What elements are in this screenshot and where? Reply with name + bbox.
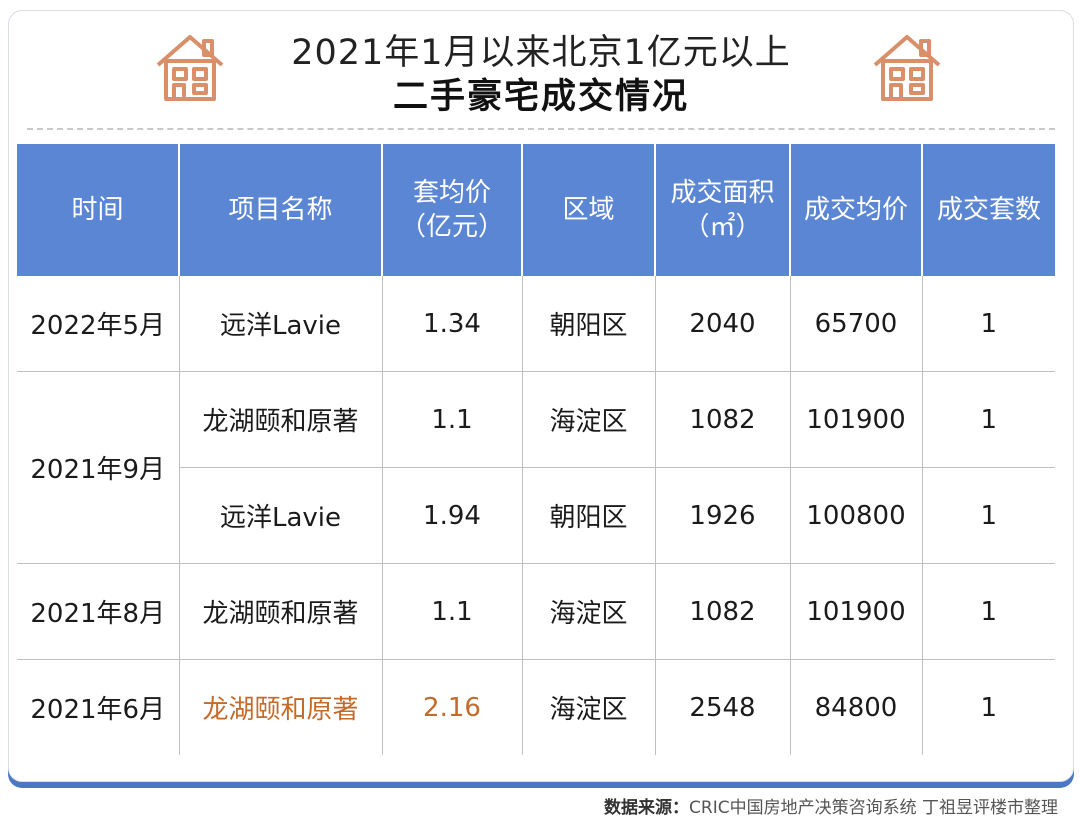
table-row: 2021年6月 龙湖颐和原著 2.16 海淀区 2548 84800 1 xyxy=(17,659,1055,755)
cell-avg-price: 1.1 xyxy=(382,371,523,468)
table-row: 远洋Lavie 1.94 朝阳区 1926 100800 1 xyxy=(17,467,1055,564)
cell-count: 1 xyxy=(922,467,1055,564)
cell-time: 2022年5月 xyxy=(17,276,180,372)
cell-project: 远洋Lavie xyxy=(179,276,383,372)
cell-district: 海淀区 xyxy=(522,371,656,468)
cell-project: 远洋Lavie xyxy=(179,467,383,564)
cell-count: 1 xyxy=(922,276,1055,372)
header-area: 成交面积 （㎡） xyxy=(655,144,791,276)
cell-unit-price: 101900 xyxy=(790,563,923,660)
cell-avg-price: 1.34 xyxy=(382,276,523,372)
cell-unit-price: 101900 xyxy=(790,371,923,468)
cell-area: 1926 xyxy=(655,467,791,564)
title-line-1: 2021年1月以来北京1亿元以上 xyxy=(291,33,791,73)
header-unit-price: 成交均价 xyxy=(790,144,923,276)
cell-area: 1082 xyxy=(655,563,791,660)
cell-area: 2040 xyxy=(655,276,791,372)
table-row: 2021年8月 龙湖颐和原著 1.1 海淀区 1082 101900 1 xyxy=(17,563,1055,660)
source-label: 数据来源： xyxy=(604,798,690,818)
cell-avg-price: 1.94 xyxy=(382,467,523,564)
cell-area: 2548 xyxy=(655,659,791,755)
cell-district: 海淀区 xyxy=(522,659,656,755)
cell-time: 2021年8月 xyxy=(17,563,180,660)
house-icon xyxy=(156,35,224,101)
transactions-table: 时间 项目名称 套均价 （亿元） 区域 成交面积 （㎡） 成交均价 成交套数 202… xyxy=(17,144,1055,755)
cell-time: 2021年6月 xyxy=(17,659,180,755)
cell-time: 2021年9月 xyxy=(17,371,180,564)
cell-district: 朝阳区 xyxy=(522,467,656,564)
source-text: CRIC中国房地产决策咨询系统 丁祖昱评楼市整理 xyxy=(689,798,1058,818)
title-block: 2021年1月以来北京1亿元以上 二手豪宅成交情况 xyxy=(9,21,1073,121)
header-district: 区域 xyxy=(522,144,656,276)
cell-count: 1 xyxy=(980,692,998,723)
cell-count: 1 xyxy=(922,563,1055,660)
divider xyxy=(27,128,1055,130)
cell-unit-price: 84800 xyxy=(790,659,923,755)
house-icon xyxy=(873,35,941,101)
header-time: 时间 xyxy=(17,144,180,276)
table-header-row: 时间 项目名称 套均价 （亿元） 区域 成交面积 （㎡） 成交均价 成交套数 xyxy=(17,144,1055,276)
cell-district: 朝阳区 xyxy=(522,276,656,372)
cell-count: 1 xyxy=(922,371,1055,468)
title-line-2: 二手豪宅成交情况 xyxy=(392,77,689,117)
cell-district: 海淀区 xyxy=(522,563,656,660)
header-project: 项目名称 xyxy=(179,144,383,276)
infographic-card: 2021年1月以来北京1亿元以上 二手豪宅成交情况 时间 项目名称 套均价 （亿元… xyxy=(8,10,1074,782)
header-count: 成交套数 xyxy=(922,144,1055,276)
cell-avg-price-highlighted: 2.16 xyxy=(382,659,523,755)
data-source-note: 数据来源：CRIC中国房地产决策咨询系统 丁祖昱评楼市整理 xyxy=(604,793,1058,818)
cell-project: 龙湖颐和原著 xyxy=(179,371,383,468)
cell-project-highlighted: 龙湖颐和原著 xyxy=(179,659,383,755)
cell-project: 龙湖颐和原著 xyxy=(179,563,383,660)
table-row: 2021年9月 龙湖颐和原著 1.1 海淀区 1082 101900 1 xyxy=(17,371,1055,564)
cell-unit-price: 100800 xyxy=(790,467,923,564)
header-avg-price: 套均价 （亿元） xyxy=(382,144,523,276)
table-row: 2022年5月 远洋Lavie 1.34 朝阳区 2040 65700 1 xyxy=(17,276,1055,372)
cell-unit-price: 65700 xyxy=(790,276,923,372)
cell-avg-price: 1.1 xyxy=(382,563,523,660)
cell-area: 1082 xyxy=(655,371,791,468)
